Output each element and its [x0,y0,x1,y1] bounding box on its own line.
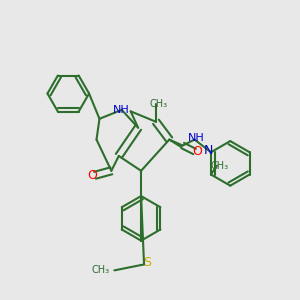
Text: O: O [193,145,202,158]
Text: O: O [87,169,97,182]
Text: CH₃: CH₃ [211,160,229,171]
Text: S: S [143,256,151,269]
Text: NH: NH [112,105,129,115]
Text: CH₃: CH₃ [92,266,110,275]
Text: NH: NH [188,133,204,143]
Text: CH₃: CH₃ [150,99,168,109]
Text: N: N [203,144,213,157]
